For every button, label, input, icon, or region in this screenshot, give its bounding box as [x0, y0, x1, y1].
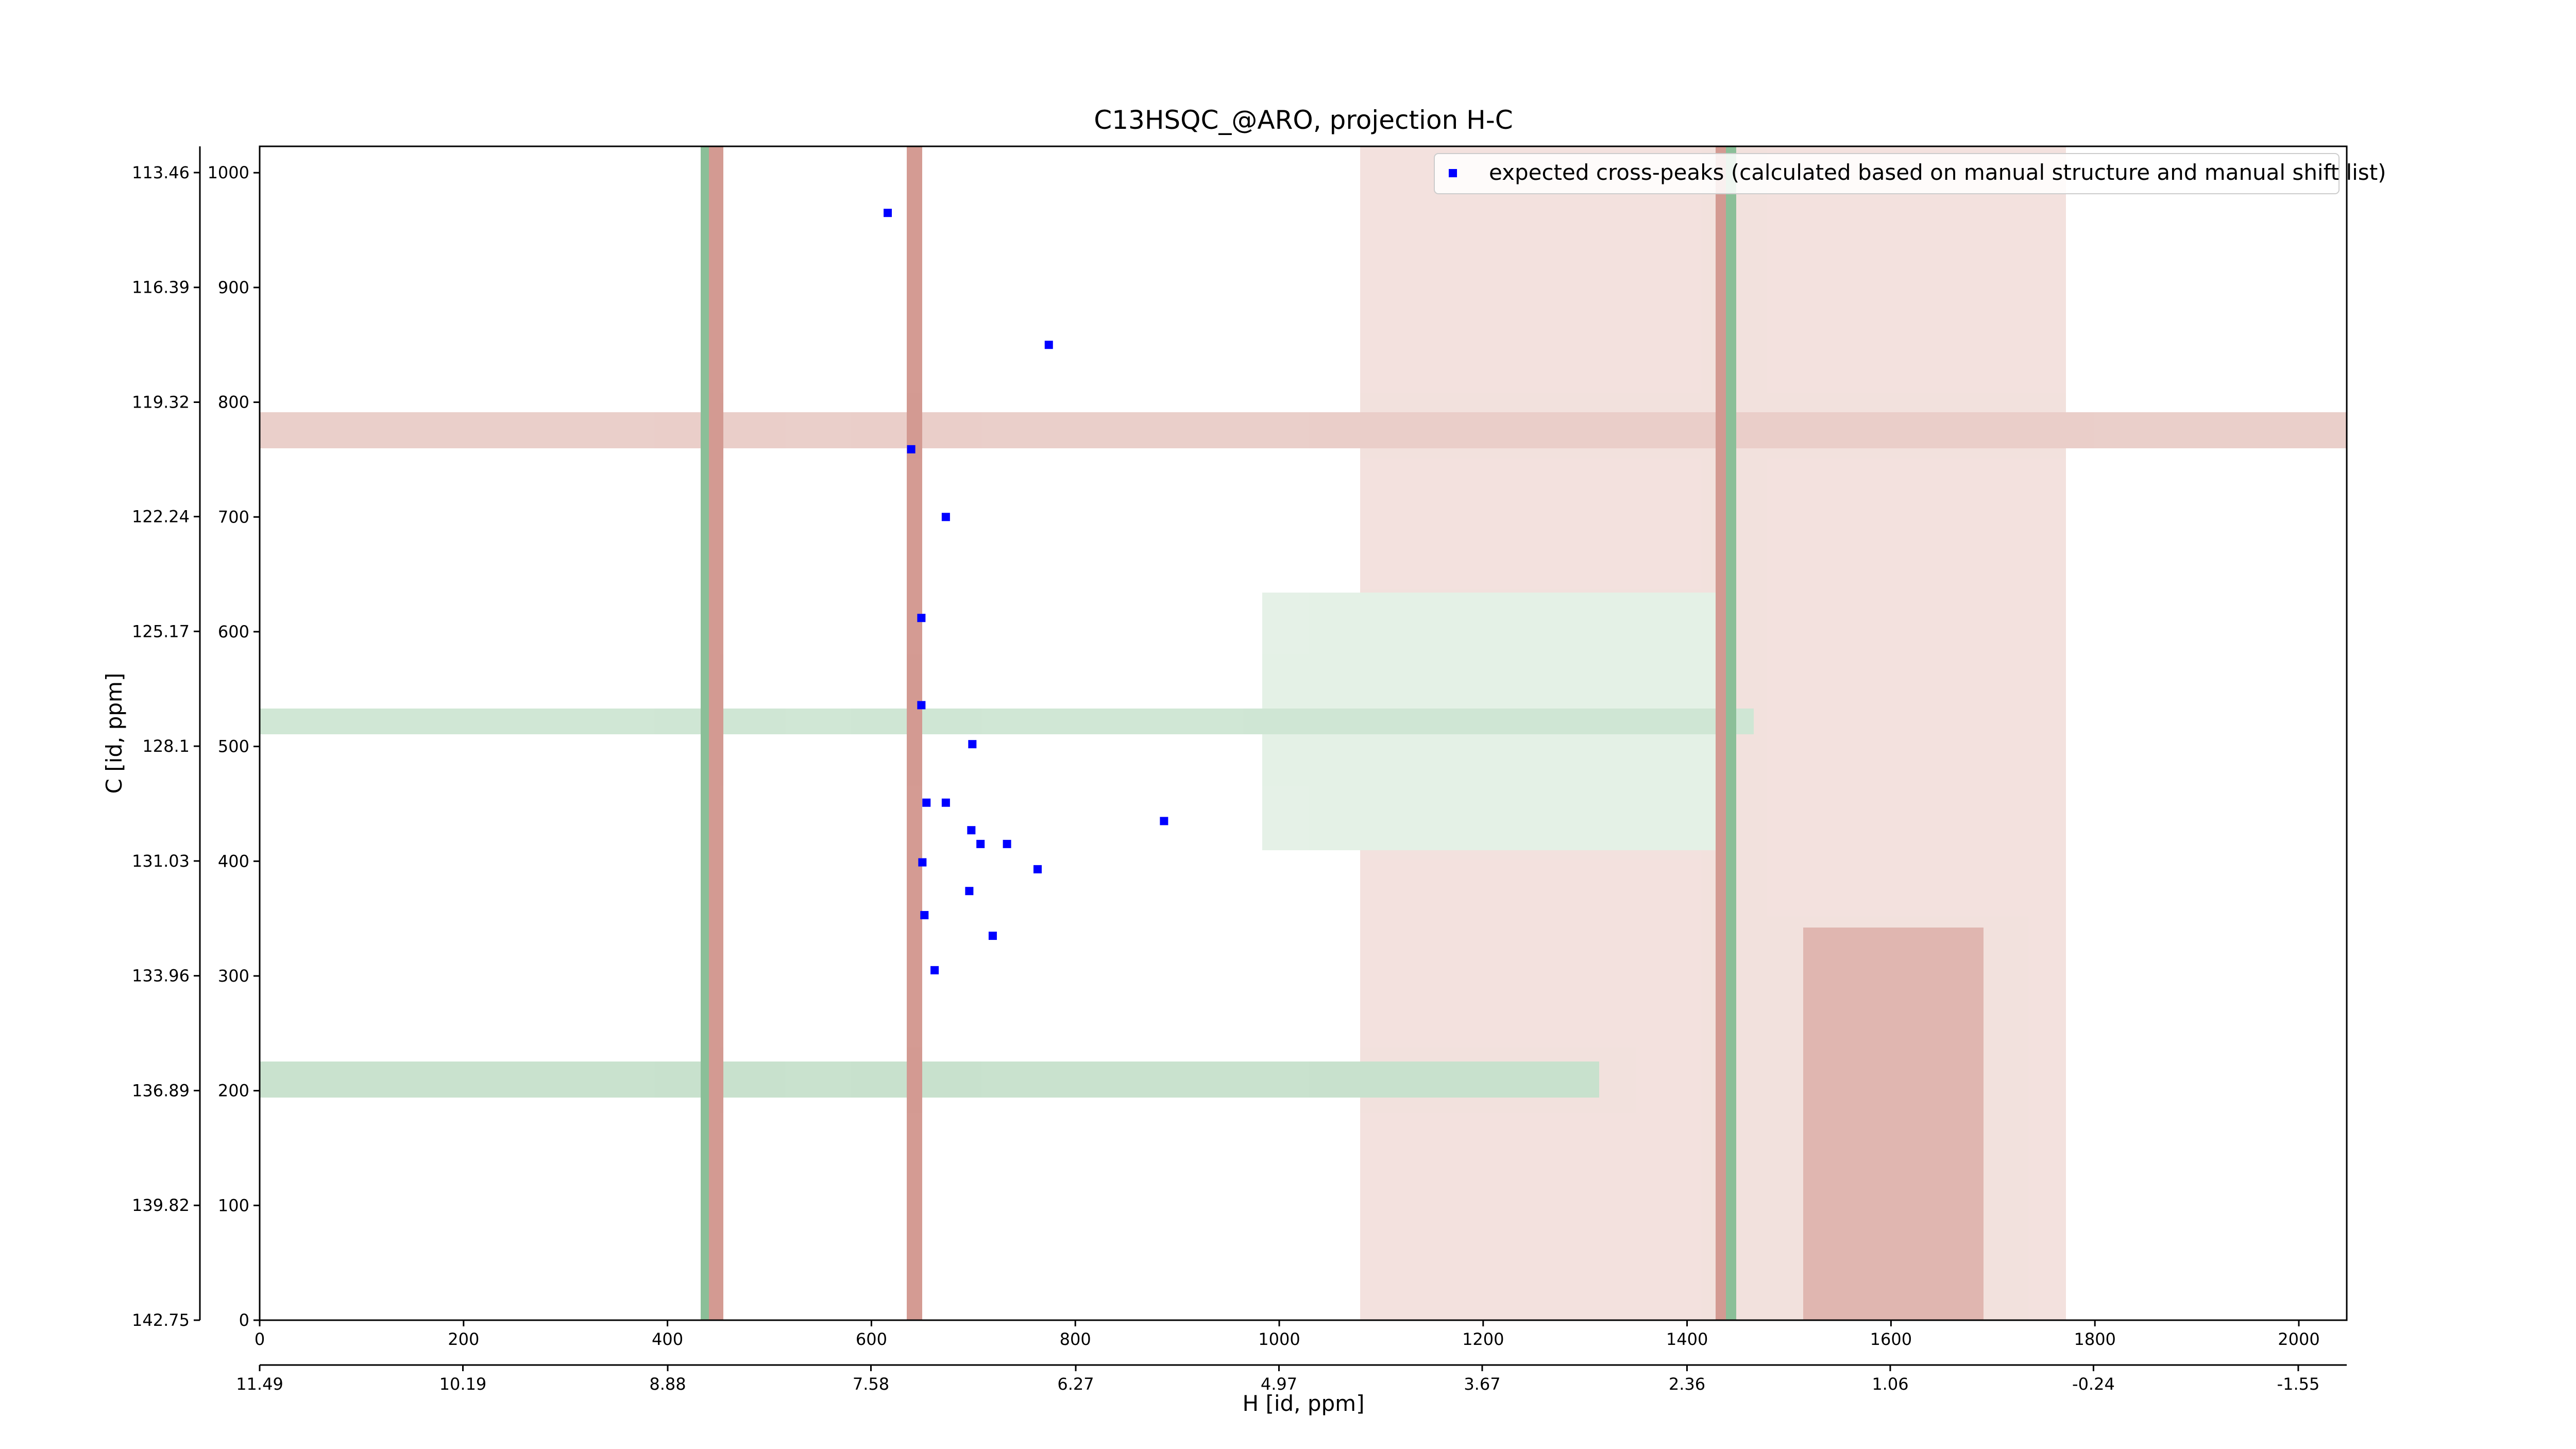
x2-tick-label: 7.58 [853, 1374, 889, 1394]
y2-tick-label: 122.24 [132, 507, 190, 527]
cross-peak [1044, 341, 1053, 349]
cross-peak [1160, 817, 1168, 825]
x2-tick-label: 6.27 [1057, 1374, 1094, 1394]
y2-tick-label: 136.89 [132, 1081, 190, 1100]
cross-peak [941, 513, 950, 521]
x-tick-label: 0 [255, 1329, 265, 1349]
contour-band [260, 412, 2347, 448]
chart-title: C13HSQC_@ARO, projection H-C [1094, 105, 1513, 135]
y-tick-label: 1000 [208, 163, 249, 182]
cross-peak [976, 839, 985, 848]
x2-tick-label: 2.36 [1669, 1374, 1705, 1394]
legend: expected cross-peaks (calculated based o… [1434, 153, 2386, 194]
x-tick-label: 2000 [2278, 1329, 2319, 1349]
cross-peak [884, 209, 892, 217]
x-tick-label: 800 [1060, 1329, 1091, 1349]
x-tick-label: 1200 [1462, 1329, 1504, 1349]
legend-marker [1449, 169, 1457, 177]
y-tick-label: 200 [218, 1081, 249, 1101]
y-tick-label: 900 [218, 278, 249, 297]
spectrum-background [260, 146, 2347, 1320]
cross-peak [988, 932, 997, 940]
cross-peak [907, 445, 916, 453]
plot-frame [259, 145, 2348, 1321]
cross-peak [941, 798, 950, 807]
x2-tick-label: 8.88 [649, 1374, 686, 1394]
y2-tick-label: 125.17 [132, 621, 190, 641]
contour-band [709, 146, 723, 1320]
y-tick-label: 400 [218, 851, 249, 871]
x-tick-label: 1800 [2074, 1329, 2115, 1349]
x2-tick-label: 4.97 [1261, 1374, 1297, 1394]
x2-tick-label: 10.19 [439, 1374, 487, 1394]
x2-tick-label: -0.24 [2072, 1374, 2115, 1394]
x2-tick-label: 3.67 [1464, 1374, 1500, 1394]
y-tick-label: 300 [218, 966, 249, 986]
cross-peak [1003, 839, 1011, 848]
cross-peak [917, 614, 926, 622]
contour-band [1726, 146, 1736, 1320]
x-axis-label: H [id, ppm] [1243, 1391, 1365, 1416]
contour-band [260, 1062, 1599, 1098]
y2-tick-label: 113.46 [132, 163, 190, 182]
cross-peak [918, 858, 927, 867]
y2-tick-label: 119.32 [132, 393, 190, 412]
x-tick-label: 1400 [1666, 1329, 1708, 1349]
cross-peak [930, 966, 939, 974]
y-tick-label: 600 [218, 622, 249, 642]
legend-label: expected cross-peaks (calculated based o… [1489, 160, 2386, 185]
contour-region [1803, 928, 1984, 1320]
x-tick-label: 1000 [1258, 1329, 1300, 1349]
cross-peak [968, 740, 977, 749]
x-tick-label: 600 [856, 1329, 887, 1349]
legend-box [1434, 153, 2340, 194]
cross-peak [967, 826, 976, 835]
x-tick-label: 1600 [1870, 1329, 1912, 1349]
x-tick-label: 200 [448, 1329, 479, 1349]
cross-peak [922, 798, 931, 807]
x2-tick-label: 11.49 [236, 1374, 283, 1394]
cross-peak [965, 887, 974, 896]
y-tick-label: 800 [218, 393, 249, 412]
x2-tick-label: 1.06 [1872, 1374, 1908, 1394]
contour-band [907, 146, 922, 1320]
y2-tick-label: 139.82 [132, 1195, 190, 1215]
x-tick-label: 400 [652, 1329, 683, 1349]
y2-tick-label: 116.39 [132, 278, 190, 297]
x2-tick-label: -1.55 [2277, 1374, 2320, 1394]
y2-tick-label: 128.1 [142, 736, 190, 756]
y2-tick-label: 142.75 [132, 1310, 190, 1330]
cross-peak [920, 911, 929, 919]
y-axis-label: C [id, ppm] [101, 673, 127, 794]
y-tick-label: 100 [218, 1195, 249, 1215]
y-tick-label: 500 [218, 737, 249, 756]
y2-tick-label: 133.96 [132, 966, 190, 986]
cross-peak [917, 701, 926, 710]
y2-tick-label: 131.03 [132, 851, 190, 871]
cross-peak [1033, 865, 1042, 873]
y-tick-label: 700 [218, 507, 249, 527]
y-tick-label: 0 [239, 1310, 249, 1330]
contour-band [260, 709, 1754, 734]
